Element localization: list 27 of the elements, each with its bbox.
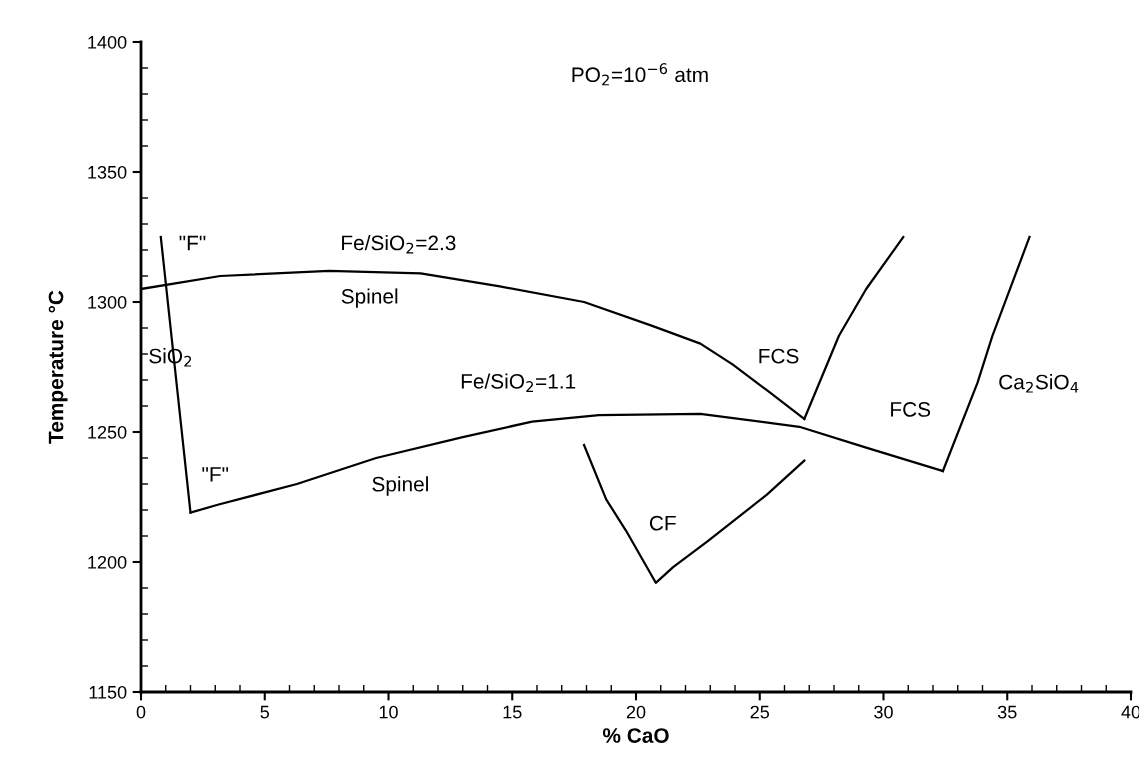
y-axis-title: Temperature °C (48, 290, 68, 444)
annotation: Spinel (341, 288, 398, 308)
annotation: Ca$_{2}$SiO$_{4}$ (999, 374, 1079, 393)
annotation: PO$_{2}$=10$^{−6}$ atm (572, 63, 708, 86)
x-tick-label: 20 (626, 705, 646, 719)
annotation: CF (649, 515, 676, 531)
x-tick-label: 30 (874, 705, 893, 719)
x-tick-label: 0 (136, 705, 146, 719)
annotation: "F" (179, 235, 206, 251)
y-tick-label: 1150 (89, 685, 127, 699)
x-tick-label: 10 (379, 705, 398, 719)
annotation: FCS (891, 402, 931, 417)
x-tick-label: 35 (997, 705, 1017, 719)
annotation: Fe/SiO$_{2}$=1.1 (461, 373, 576, 392)
y-tick-label: 1400 (88, 35, 127, 49)
x-tick-label: 5 (260, 705, 270, 719)
y-tick-label: 1250 (88, 425, 127, 439)
y-tick-label: 1200 (88, 555, 127, 569)
annotation: "F" (202, 467, 229, 482)
x-tick-label: 15 (503, 705, 522, 719)
annotation: Spinel (372, 476, 428, 496)
y-tick-label: 1350 (88, 165, 127, 179)
annotation: FCS (759, 348, 799, 364)
annotation: Fe/SiO$_{2}$=2.3 (342, 234, 456, 254)
x-tick-label: 25 (750, 705, 770, 719)
x-axis-title: % CaO (602, 728, 669, 743)
y-tick-label: 1300 (88, 295, 127, 309)
